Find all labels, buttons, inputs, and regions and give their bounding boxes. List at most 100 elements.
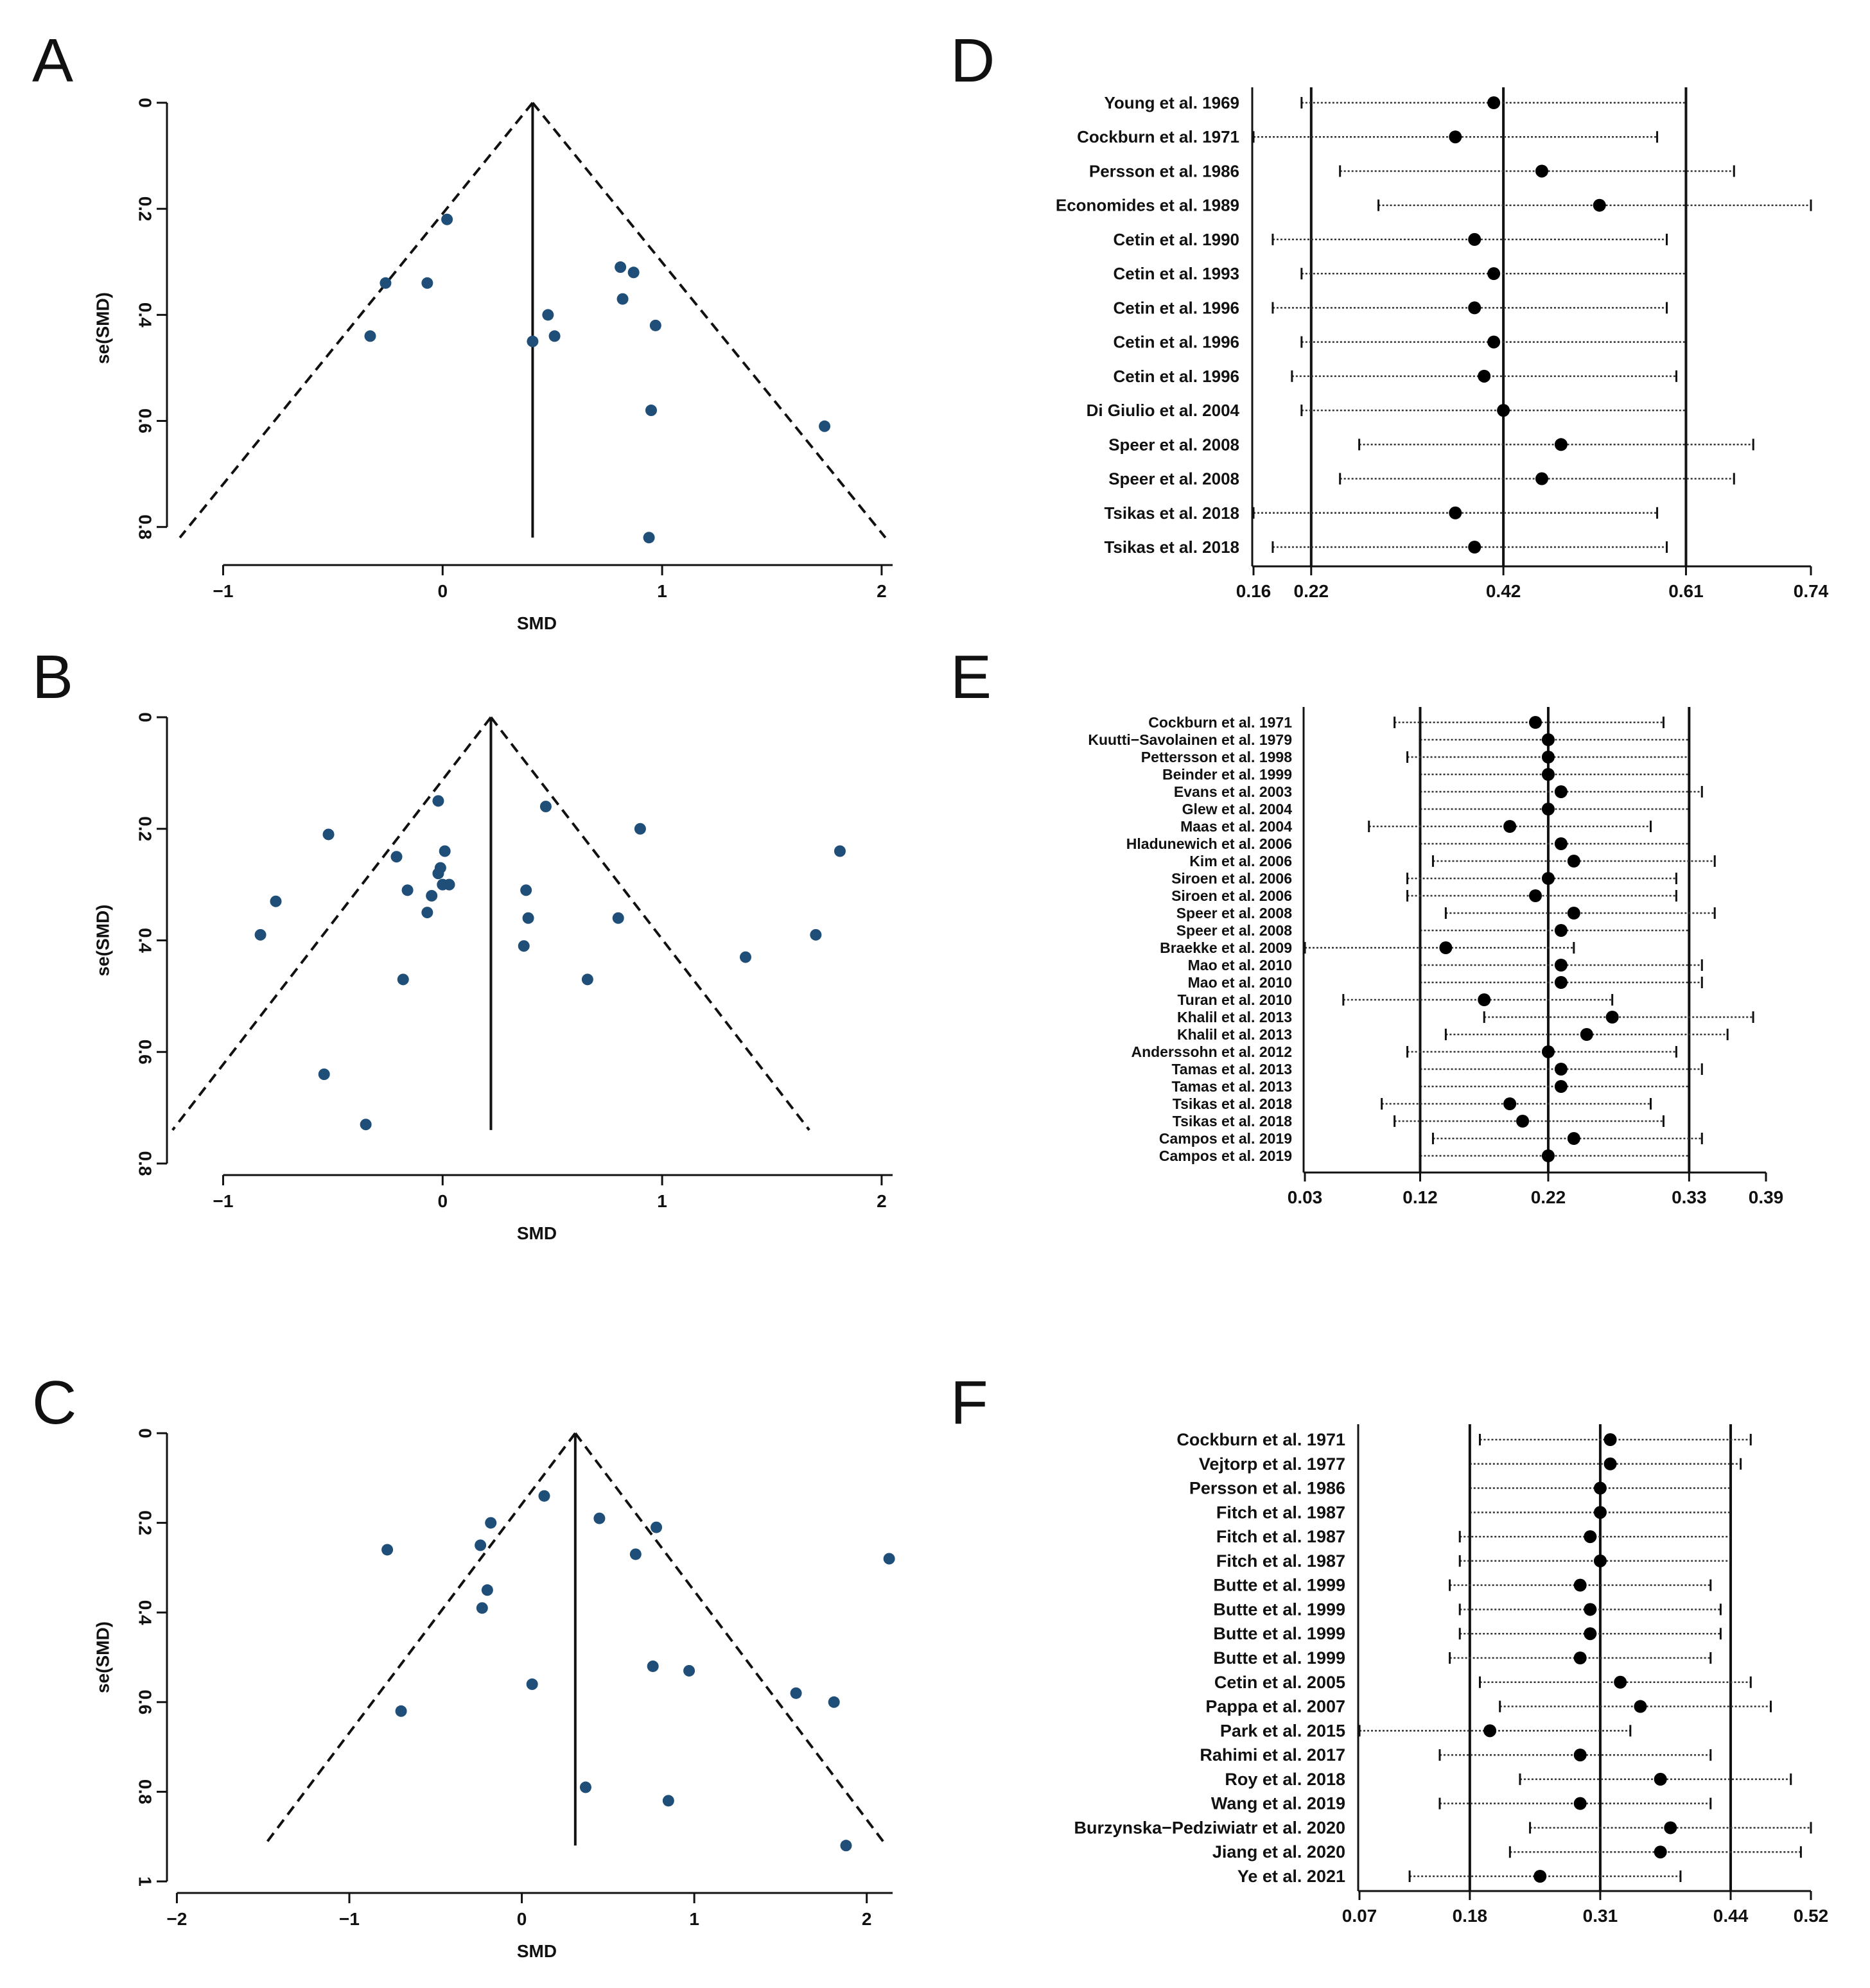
- study-point-c: [526, 1678, 538, 1690]
- study-label-d: Di Giulio et al. 2004: [1087, 401, 1240, 420]
- study-estimate-e: [1567, 1132, 1580, 1145]
- study-point-b: [834, 845, 846, 857]
- forest-x-tick-label-d: 0.42: [1486, 581, 1521, 601]
- forest-x-tick-label-e: 0.22: [1531, 1187, 1566, 1207]
- study-label-f: Wang et al. 2019: [1211, 1794, 1345, 1813]
- forest-x-tick-label-d: 0.16: [1236, 581, 1271, 601]
- study-estimate-e: [1554, 924, 1568, 937]
- study-label-f: Rahimi et al. 2017: [1200, 1745, 1345, 1765]
- y-tick-label-b: 0.4: [135, 928, 155, 953]
- study-estimate-e: [1541, 768, 1555, 781]
- study-label-d: Cetin et al. 1996: [1113, 333, 1239, 352]
- forest-x-tick-label-e: 0.12: [1402, 1187, 1438, 1207]
- study-label-e: Kim et al. 2006: [1189, 853, 1292, 869]
- x-tick-label-c: −2: [166, 1909, 187, 1929]
- study-label-e: Siroen et al. 2006: [1171, 887, 1292, 904]
- study-estimate-f: [1614, 1675, 1627, 1689]
- study-estimate-f: [1654, 1772, 1667, 1786]
- study-label-e: Speer et al. 2008: [1176, 905, 1292, 921]
- study-estimate-e: [1529, 889, 1542, 902]
- study-estimate-f: [1603, 1433, 1617, 1446]
- study-point-a: [615, 261, 627, 274]
- study-estimate-e: [1554, 1080, 1568, 1093]
- study-label-e: Speer et al. 2008: [1176, 922, 1292, 939]
- study-estimate-e: [1503, 1097, 1517, 1110]
- study-estimate-d: [1468, 232, 1481, 246]
- study-estimate-d: [1593, 198, 1606, 212]
- y-tick-label-b: 0.6: [135, 1040, 155, 1065]
- study-label-d: Young et al. 1969: [1105, 93, 1239, 112]
- study-estimate-f: [1573, 1797, 1587, 1810]
- panel-letter-b: B: [32, 643, 74, 711]
- study-point-b: [634, 823, 646, 835]
- study-estimate-f: [1584, 1603, 1597, 1616]
- y-tick-label-b: 0.2: [135, 816, 155, 841]
- study-label-d: Speer et al. 2008: [1108, 435, 1239, 454]
- study-estimate-d: [1449, 506, 1462, 519]
- study-estimate-e: [1554, 1063, 1568, 1076]
- study-estimate-d: [1535, 472, 1548, 485]
- study-point-b: [443, 878, 455, 891]
- study-estimate-e: [1541, 872, 1555, 885]
- x-tick-label-c: 0: [517, 1909, 527, 1929]
- funnel-right-bound-b: [489, 716, 810, 1131]
- study-estimate-e: [1554, 785, 1568, 798]
- x-axis-title-a: SMD: [517, 613, 557, 633]
- y-axis-title-a: se(SMD): [93, 292, 113, 364]
- study-label-d: Cetin et al. 1993: [1113, 264, 1239, 283]
- y-axis-title-b: se(SMD): [93, 904, 113, 976]
- study-estimate-f: [1654, 1845, 1667, 1859]
- study-estimate-f: [1483, 1724, 1497, 1738]
- y-tick-label-c: 1: [135, 1876, 155, 1887]
- study-estimate-d: [1468, 541, 1481, 554]
- study-point-b: [426, 890, 438, 902]
- study-label-e: Campos et al. 2019: [1159, 1147, 1292, 1164]
- study-point-a: [649, 319, 661, 331]
- study-point-c: [485, 1517, 497, 1529]
- study-label-e: Kuutti−Savolainen et al. 1979: [1088, 731, 1292, 748]
- study-point-c: [647, 1660, 659, 1672]
- study-label-e: Hladunewich et al. 2006: [1126, 835, 1292, 852]
- study-estimate-f: [1573, 1652, 1587, 1664]
- study-label-e: Khalil et al. 2013: [1177, 1026, 1292, 1043]
- funnel-left-bound-a: [179, 101, 534, 539]
- study-point-b: [390, 851, 403, 863]
- study-point-b: [432, 868, 444, 880]
- y-tick-label-c: 0.8: [135, 1779, 155, 1804]
- study-label-f: Butte et al. 1999: [1213, 1576, 1345, 1595]
- study-point-a: [548, 330, 561, 342]
- study-point-a: [616, 293, 629, 305]
- y-tick-label-b: 0.8: [135, 1151, 155, 1176]
- study-estimate-d: [1487, 96, 1501, 109]
- x-tick-label-b: −1: [213, 1191, 233, 1211]
- y-tick-label-a: 0.8: [135, 514, 155, 539]
- study-point-b: [401, 884, 414, 896]
- study-label-f: Jiang et al. 2020: [1212, 1842, 1345, 1862]
- study-label-f: Butte et al. 1999: [1213, 1648, 1345, 1668]
- study-point-b: [581, 973, 593, 986]
- study-estimate-e: [1541, 803, 1555, 815]
- study-point-b: [360, 1119, 372, 1131]
- study-label-d: Cockburn et al. 1971: [1077, 127, 1239, 146]
- x-tick-label-b: 1: [657, 1191, 667, 1211]
- study-label-f: Butte et al. 1999: [1213, 1624, 1345, 1643]
- study-label-f: Roy et al. 2018: [1225, 1770, 1345, 1789]
- study-estimate-f: [1593, 1506, 1607, 1519]
- study-point-a: [364, 330, 376, 342]
- study-point-b: [318, 1068, 330, 1080]
- study-label-f: Vejtorp et al. 1977: [1199, 1454, 1345, 1474]
- x-axis-title-c: SMD: [517, 1941, 557, 1961]
- study-point-b: [432, 795, 444, 807]
- study-point-c: [476, 1602, 488, 1614]
- study-label-d: Economides et al. 1989: [1056, 196, 1239, 215]
- x-tick-label-c: 2: [862, 1909, 872, 1929]
- forest-x-tick-label-f: 0.18: [1453, 1906, 1488, 1926]
- study-point-c: [395, 1705, 407, 1717]
- x-tick-label-c: −1: [339, 1909, 360, 1929]
- study-estimate-e: [1567, 907, 1580, 920]
- study-estimate-f: [1584, 1627, 1597, 1641]
- y-tick-label-b: 0: [135, 712, 155, 722]
- study-point-a: [819, 420, 831, 432]
- study-label-f: Fitch et al. 1987: [1216, 1527, 1345, 1546]
- study-estimate-e: [1541, 1045, 1555, 1058]
